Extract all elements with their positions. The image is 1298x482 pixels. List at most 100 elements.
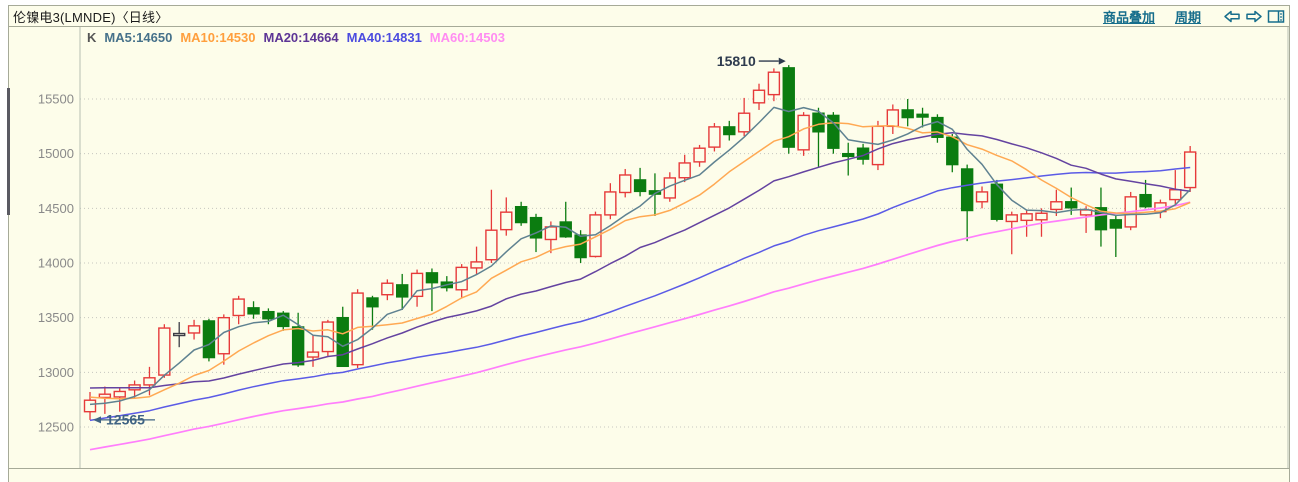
candle xyxy=(797,112,810,156)
lower-pane-sliver xyxy=(9,469,1289,482)
y-axis-tick-label: 14000 xyxy=(38,256,74,271)
ma10-label: MA10:14530 xyxy=(180,30,256,45)
ma-legend: K MA5:14650 MA10:14530 MA20:14664 MA40:14831… xyxy=(87,30,513,45)
candle xyxy=(187,319,201,340)
candle xyxy=(767,68,781,102)
candle xyxy=(1169,170,1182,204)
candle xyxy=(321,319,335,356)
candle xyxy=(990,179,1004,222)
candle xyxy=(485,189,498,264)
ma40-label: MA40:14831 xyxy=(346,30,422,45)
candle xyxy=(202,318,216,362)
y-axis-tick-label: 12500 xyxy=(38,420,74,435)
candle xyxy=(1139,179,1152,209)
nav-icon-group xyxy=(1221,8,1286,24)
candle xyxy=(604,183,617,220)
title-bar: 伦镍电3(LMNDE)〈日线〉 商品叠加 周期 xyxy=(9,6,1289,27)
candle xyxy=(960,164,974,242)
candle xyxy=(425,268,439,312)
candle xyxy=(232,295,245,325)
candle xyxy=(574,230,587,264)
y-axis-tick-label: 13500 xyxy=(38,310,74,325)
ma5-label: MA5:14650 xyxy=(104,30,173,45)
candle xyxy=(83,392,97,420)
candle xyxy=(752,83,766,110)
candle xyxy=(336,306,349,368)
left-edge-scroll-mark xyxy=(7,88,10,215)
ma5-line xyxy=(89,106,1191,406)
candle xyxy=(514,201,528,226)
candle xyxy=(901,99,914,127)
candle xyxy=(931,114,944,143)
kline-chart-area[interactable]: K MA5:14650 MA10:14530 MA20:14664 MA40:14831… xyxy=(9,27,1289,469)
candle xyxy=(1183,146,1197,192)
candle xyxy=(946,133,959,173)
ma20-line xyxy=(89,132,1191,389)
candle xyxy=(619,168,632,198)
candle xyxy=(143,366,156,396)
ma20-label: MA20:14664 xyxy=(263,30,339,45)
candle xyxy=(173,322,186,348)
arrow-left-icon[interactable] xyxy=(1221,8,1242,24)
candle xyxy=(663,172,677,202)
candle xyxy=(648,173,662,216)
candle xyxy=(708,123,721,152)
chart-panel: 伦镍电3(LMNDE)〈日线〉 商品叠加 周期 xyxy=(8,5,1290,482)
y-axis-tick-label: 15500 xyxy=(38,92,74,107)
candle xyxy=(98,386,112,414)
overlay-commodity-link[interactable]: 商品叠加 xyxy=(1102,9,1155,25)
split-panel-icon[interactable] xyxy=(1265,8,1286,24)
candle xyxy=(678,154,691,183)
candle xyxy=(1050,189,1063,216)
candle xyxy=(737,97,751,137)
candle xyxy=(217,314,231,365)
candle xyxy=(1020,210,1033,237)
ma60-label: MA60:14503 xyxy=(429,30,505,45)
price-annotations: 15810 12565 xyxy=(93,53,786,427)
candle xyxy=(916,107,929,128)
candle xyxy=(1005,211,1018,255)
title-bar-actions: 商品叠加 周期 xyxy=(1103,7,1286,26)
candle xyxy=(812,107,825,167)
ma60-line xyxy=(89,201,1191,451)
candle xyxy=(1094,187,1108,247)
candlestick-chart-svg[interactable]: 15500 15000 14500 14000 13500 13000 12500 15810… xyxy=(9,27,1289,468)
candle xyxy=(306,335,320,367)
candle xyxy=(827,112,840,154)
candle xyxy=(500,197,513,236)
candlestick-series xyxy=(83,65,1197,420)
y-axis-tick-label: 13000 xyxy=(38,365,74,380)
ma10-line xyxy=(89,122,1191,400)
y-axis-tick-label: 14500 xyxy=(38,201,74,216)
candle xyxy=(723,120,736,141)
candle xyxy=(381,279,394,301)
y-axis-tick-label: 15000 xyxy=(38,146,74,161)
candle xyxy=(247,301,260,319)
candle xyxy=(396,273,409,311)
candle xyxy=(633,167,647,197)
candle xyxy=(559,201,572,238)
candle xyxy=(871,120,885,171)
k-label: K xyxy=(87,30,97,45)
instrument-title: 伦镍电3(LMNDE)〈日线〉 xyxy=(13,9,169,25)
candle xyxy=(886,104,900,134)
arrow-right-icon[interactable] xyxy=(1243,8,1264,24)
candle xyxy=(277,311,290,331)
candle xyxy=(470,246,483,274)
candle xyxy=(1109,214,1123,257)
candle xyxy=(351,289,364,368)
candle xyxy=(366,295,379,330)
candle xyxy=(693,144,706,167)
period-link[interactable]: 周期 xyxy=(1174,9,1201,25)
candle xyxy=(975,186,989,209)
ma40-line xyxy=(89,166,1191,422)
candle xyxy=(782,65,795,154)
candle xyxy=(291,312,305,367)
low-price-label: 12565 xyxy=(106,411,145,427)
candle xyxy=(113,387,126,412)
candle xyxy=(158,324,171,378)
candle xyxy=(410,269,424,307)
grid-and-axis: 15500 15000 14500 14000 13500 13000 12500 xyxy=(38,27,1289,468)
high-price-label: 15810 xyxy=(717,53,756,69)
